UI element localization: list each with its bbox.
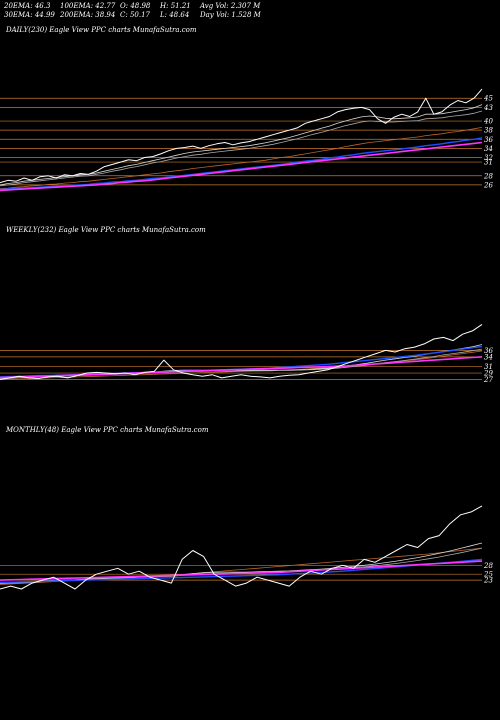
stats-col-vol: Avg Vol: 2.307 M Day Vol: 1.528 M: [200, 2, 261, 20]
daily-ema20-line: [0, 104, 483, 186]
weekly-tick-label: 36: [484, 347, 493, 355]
daily-tick-label: 36: [484, 136, 493, 144]
avg-vol-stat: Avg Vol: 2.307 M: [200, 2, 261, 10]
weekly-tick-label: 34: [484, 353, 493, 361]
ema200-stat: 200EMA: 38.94: [60, 11, 116, 19]
daily-tick-label: 34: [484, 145, 493, 153]
monthly-tick-label: 23: [483, 577, 493, 585]
stats-col-hl: H: 51.21 L: 48.64: [160, 2, 191, 20]
weekly-panel-title: WEEKLY(232) Eagle View PPC charts Munafa…: [6, 226, 206, 234]
open-stat: O: 48.98: [120, 2, 151, 10]
high-stat: H: 51.21: [160, 2, 191, 10]
weekly-tick-label: 27: [483, 376, 493, 384]
monthly-price-line: [0, 505, 483, 590]
daily-tick-label: 38: [484, 127, 493, 135]
monthly-ema200-line: [0, 558, 483, 584]
daily-tick-label: 28: [483, 172, 493, 180]
daily-tick-label: 31: [484, 159, 493, 167]
close-stat: C: 50.17: [120, 11, 150, 19]
daily-sma-line: [0, 141, 483, 192]
daily-tick-label: 26: [483, 181, 493, 189]
stats-col-ema-short: 20EMA: 46.3 30EMA: 44.99: [4, 2, 55, 20]
monthly-sma-line: [0, 560, 483, 581]
monthly-panel-title: MONTHLY(48) Eagle View PPC charts Munafa…: [6, 426, 209, 434]
daily-ema30-line: [0, 110, 483, 187]
daily-ema100-line: [0, 127, 483, 189]
monthly-tick-label: 25: [483, 571, 493, 579]
daily-ema200-line: [0, 137, 483, 191]
ema30-stat: 30EMA: 44.99: [4, 11, 55, 19]
weekly-tick-label: 31: [484, 363, 493, 371]
daily-tick-label: 40: [483, 118, 493, 126]
ema20-stat: 20EMA: 46.3: [4, 2, 51, 10]
weekly-tick-label: 29: [483, 370, 493, 378]
stats-col-oc: O: 48.98 C: 50.17: [120, 2, 150, 20]
stats-col-ema-long: 100EMA: 42.77 200EMA: 38.94: [60, 2, 115, 20]
low-stat: L: 48.64: [160, 11, 190, 19]
monthly-tick-label: 28: [483, 562, 493, 570]
daily-price-line: [0, 88, 483, 184]
daily-tick-label: 32: [484, 154, 493, 162]
weekly-price-line: [0, 323, 483, 380]
monthly-ema20-line: [0, 542, 483, 584]
daily-panel-title: DAILY(230) Eagle View PPC charts MunafaS…: [6, 26, 197, 34]
ema100-stat: 100EMA: 42.77: [60, 2, 116, 10]
daily-tick-label: 45: [483, 95, 493, 103]
daily-tick-label: 43: [483, 104, 493, 112]
weekly-ema30-line: [0, 348, 483, 379]
day-vol-stat: Day Vol: 1.528 M: [200, 11, 261, 19]
